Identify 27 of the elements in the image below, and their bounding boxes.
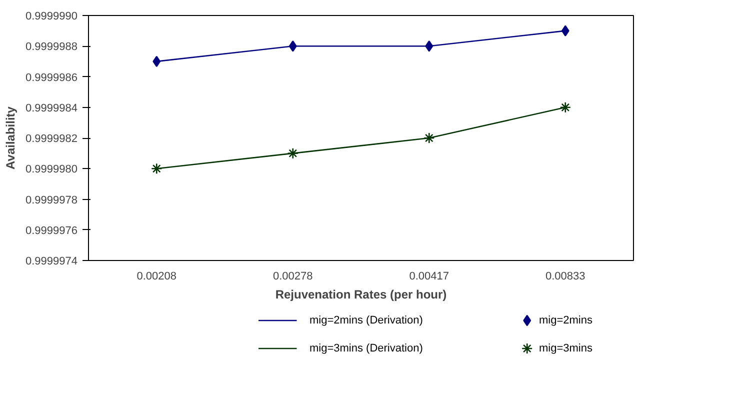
legend-label: mig=3mins (539, 342, 593, 354)
point (150, 162, 162, 174)
x-axis-title: Rejuvenation Rates (per hour) (275, 288, 447, 302)
point (425, 40, 434, 52)
point (423, 132, 435, 144)
y-tick-label: 0.9999984 (26, 102, 78, 114)
x-tick-label: 0.00278 (272, 270, 313, 282)
y-tick-label: 0.9999976 (26, 224, 78, 237)
point (560, 102, 572, 114)
legend-label: mig=2mins (Derivation) (310, 314, 423, 326)
y-tick-label: 0.9999990 (26, 10, 78, 22)
y-tick-label: 0.9999974 (26, 256, 78, 268)
point (288, 40, 297, 52)
y-tick-label: 0.9999988 (26, 41, 78, 54)
y-tick-label: 0.9999978 (26, 194, 78, 206)
point (152, 56, 161, 68)
legend-label: mig=2mins (539, 314, 593, 326)
point (561, 25, 570, 36)
x-tick-label: 0.00208 (136, 270, 177, 282)
y-axis-title: Availability (4, 106, 18, 170)
y-tick-label: 0.9999986 (26, 72, 78, 84)
y-tick-label: 0.9999980 (26, 164, 78, 176)
x-tick-label: 0.00833 (545, 270, 586, 282)
legend-label: mig=3mins (Derivation) (310, 342, 423, 354)
point (287, 148, 299, 159)
y-tick-label: 0.9999982 (26, 133, 78, 145)
x-tick-label: 0.00417 (409, 270, 450, 282)
